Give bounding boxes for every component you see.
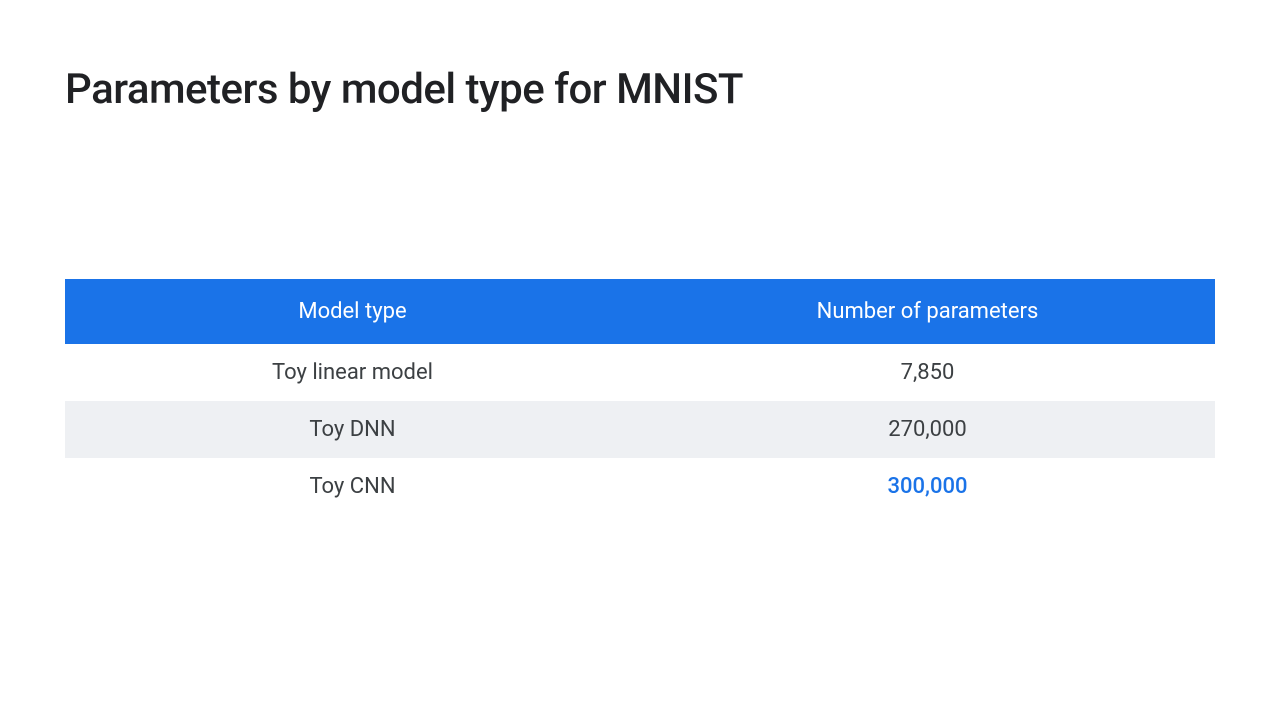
cell-model: Toy linear model <box>65 344 640 401</box>
table-container: Model type Number of parameters Toy line… <box>65 279 1215 515</box>
parameters-table: Model type Number of parameters Toy line… <box>65 279 1215 515</box>
table-row: Toy linear model 7,850 <box>65 344 1215 401</box>
table-row: Toy CNN 300,000 <box>65 458 1215 515</box>
column-header-model: Model type <box>65 279 640 344</box>
cell-params: 7,850 <box>640 344 1215 401</box>
cell-model: Toy CNN <box>65 458 640 515</box>
cell-model: Toy DNN <box>65 401 640 458</box>
cell-params-highlighted: 300,000 <box>640 458 1215 515</box>
slide-container: Parameters by model type for MNIST Model… <box>0 0 1280 720</box>
table-header-row: Model type Number of parameters <box>65 279 1215 344</box>
table-row: Toy DNN 270,000 <box>65 401 1215 458</box>
column-header-params: Number of parameters <box>640 279 1215 344</box>
cell-params: 270,000 <box>640 401 1215 458</box>
slide-title: Parameters by model type for MNIST <box>65 65 1215 114</box>
